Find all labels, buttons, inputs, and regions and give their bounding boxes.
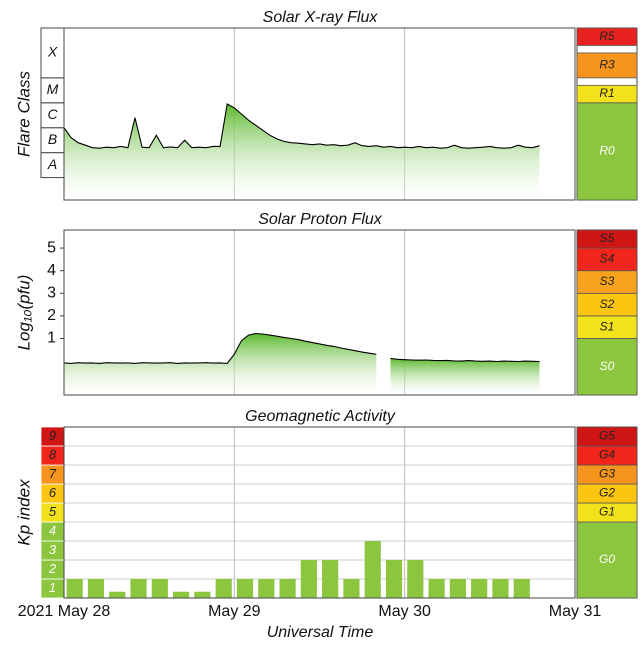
- scale-label: G5: [599, 429, 615, 443]
- plot-border: [63, 229, 576, 396]
- kp-bar: [343, 579, 360, 598]
- scale-band: [576, 229, 638, 249]
- y-tick-label: 3: [47, 285, 56, 302]
- area-fill: [390, 358, 540, 395]
- scale-label: S1: [600, 319, 615, 333]
- scale-band: [576, 84, 638, 104]
- kp-bar: [130, 579, 147, 598]
- y-tick-label: 4: [47, 262, 56, 279]
- scale-label: R0: [599, 144, 615, 158]
- kp-label: 1: [49, 580, 56, 595]
- kp-label: 2: [48, 561, 57, 576]
- kp-bar: [385, 560, 403, 598]
- class-label: B: [48, 131, 57, 147]
- class-label: M: [47, 81, 59, 97]
- kp-label: 4: [49, 523, 56, 538]
- x-tick-label: May 29: [208, 603, 261, 620]
- plot-border: [63, 426, 576, 599]
- scale-label: R5: [599, 29, 615, 43]
- scale-band: [576, 102, 638, 201]
- scale-label: S4: [600, 252, 615, 266]
- kp-bar: [258, 579, 275, 598]
- scale-label: G1: [599, 505, 615, 519]
- class-label: C: [47, 106, 58, 122]
- kp-label: 6: [49, 485, 57, 500]
- scale-label: S0: [600, 359, 615, 373]
- kp-bar: [215, 579, 232, 598]
- kp-bar: [300, 560, 317, 598]
- kp-bar: [407, 560, 424, 598]
- y-axis-label: Kp index: [14, 479, 33, 546]
- flux-line: [63, 332, 540, 364]
- kp-bar: [173, 591, 190, 598]
- kp-bar: [513, 579, 530, 598]
- plot-border: [63, 27, 576, 201]
- scale-label: G0: [599, 552, 615, 566]
- y-tick-label: 1: [47, 330, 56, 347]
- kp-bar: [322, 560, 339, 598]
- y-tick-label: 2: [47, 307, 56, 324]
- kp-label: 8: [49, 447, 57, 462]
- kp-label: 3: [49, 542, 57, 557]
- kp-bar: [471, 579, 488, 598]
- scale-label: G2: [599, 486, 615, 500]
- kp-bar: [66, 579, 83, 598]
- scale-label: S2: [600, 297, 615, 311]
- area-fill: [64, 104, 540, 200]
- scale-label: R3: [599, 58, 615, 72]
- kp-bar: [194, 591, 211, 598]
- plot-frame: [63, 426, 576, 599]
- kp-bar: [449, 579, 466, 598]
- kp-bar: [492, 579, 509, 598]
- y-axis-label: Log₁₀(pfu): [14, 275, 33, 351]
- scale-label: G4: [599, 448, 615, 462]
- y-tick-label: 5: [47, 239, 56, 256]
- kp-label: 5: [49, 504, 57, 519]
- scale-label: S3: [600, 274, 615, 288]
- kp-label: 9: [49, 428, 56, 443]
- kp-bar: [236, 579, 254, 598]
- scale-label: R1: [599, 86, 614, 100]
- area-fill: [64, 333, 377, 395]
- x-tick-label: May 30: [378, 603, 431, 620]
- x-tick-label: May 31: [549, 603, 602, 620]
- kp-bar: [109, 591, 126, 598]
- kp-bar: [428, 579, 445, 598]
- scale-label: S5: [600, 231, 615, 245]
- x-tick-label: 2021 May 28: [18, 603, 111, 620]
- scale-band: [576, 338, 638, 396]
- panel-title: Geomagnetic Activity: [245, 408, 396, 425]
- flux-line: [63, 103, 540, 149]
- x-axis-label: Universal Time: [267, 624, 374, 641]
- kp-bar: [151, 579, 168, 598]
- panel-title: Solar Proton Flux: [258, 211, 383, 228]
- kp-bar: [364, 541, 381, 598]
- scale-band: [576, 52, 638, 79]
- scale-label: G3: [599, 467, 615, 481]
- scale-band: [576, 521, 638, 599]
- scale-band: [576, 426, 638, 447]
- scale-band: [576, 27, 638, 46]
- class-label: X: [47, 44, 58, 60]
- panel-title: Solar X-ray Flux: [263, 9, 379, 26]
- kp-bar: [87, 579, 105, 598]
- kp-label: 7: [49, 466, 57, 481]
- class-label: A: [47, 156, 57, 172]
- kp-bar: [279, 579, 296, 598]
- y-axis-label: Flare Class: [14, 71, 33, 157]
